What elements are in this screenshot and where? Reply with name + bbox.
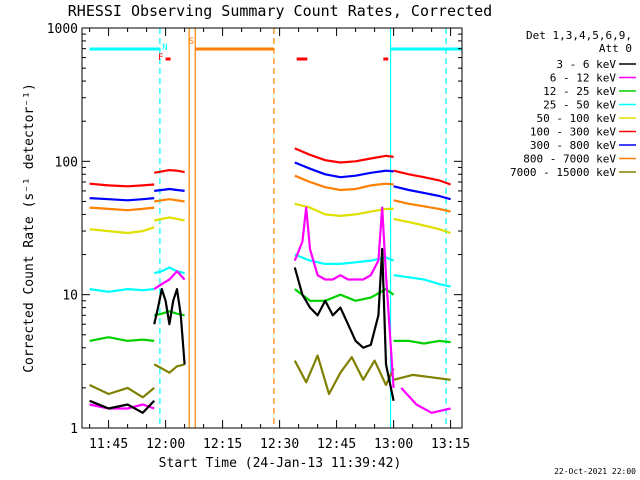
series-3-segment-3 (393, 274, 451, 288)
legend-header-line-2: Att 0 (599, 42, 632, 55)
series-1 (89, 206, 451, 414)
series-5-segment-2 (294, 147, 394, 164)
flag-letter-0: N (162, 43, 167, 53)
series-6-segment-0 (89, 197, 155, 202)
legend-label-2: 12 - 25 keV (543, 85, 616, 98)
legend-label-6: 300 - 800 keV (530, 139, 616, 152)
flag-letter-1: F (158, 53, 163, 63)
series-2-segment-3 (393, 339, 451, 345)
series-6-segment-2 (294, 161, 394, 179)
axes: 1 10 100 1000 11:45 12:00 12:15 12:30 12:45 13:00… (47, 22, 470, 452)
series-6-segment-3 (393, 185, 451, 201)
x-tick-label-3: 12:30 (260, 437, 299, 452)
legend-label-5: 100 - 300 keV (530, 126, 616, 139)
series-8-segment-2 (293, 354, 395, 396)
series-3-segment-1 (153, 266, 185, 275)
legend-header-line-1: Det 1,3,4,5,6,9, (526, 29, 632, 42)
y-tick-label-3: 1000 (47, 22, 78, 37)
series-4 (89, 202, 451, 235)
x-axis-title: Start Time (24-Jan-13 11:39:42) (159, 456, 402, 471)
plot-area: NF S (89, 28, 462, 428)
series-7-segment-2 (294, 174, 394, 192)
series-7-segment-1 (154, 198, 185, 203)
x-tick-label-2: 12:15 (203, 437, 242, 452)
y-axis-title: Corrected Count Rate (s⁻¹ detector⁻¹) (22, 83, 37, 373)
plot-frame (81, 27, 463, 429)
series-3-segment-0 (89, 288, 155, 293)
series-6 (89, 161, 451, 202)
series-1-segment-0 (89, 403, 155, 410)
legend-label-8: 7000 - 15000 keV (510, 166, 616, 179)
series-8-segment-0 (89, 384, 155, 399)
y-tick-label-1: 10 (62, 289, 78, 304)
series-0 (89, 247, 395, 414)
flag-letter-2: S (189, 37, 194, 47)
series-4-segment-1 (153, 216, 185, 222)
series-0-segment-1 (153, 288, 186, 365)
series-7-segment-0 (89, 206, 155, 212)
x-tick-label-4: 12:45 (317, 437, 356, 452)
footer-date: 22-Oct-2021 22:00 (554, 467, 636, 476)
series-1-segment-3 (400, 387, 451, 414)
series-5-segment-1 (154, 169, 185, 174)
series-5 (89, 147, 451, 188)
series-1-segment-2 (293, 206, 395, 388)
chart-title: RHESSI Observing Summary Count Rates, Co… (68, 2, 492, 20)
series-5-segment-3 (393, 169, 451, 186)
x-tick-label-0: 11:45 (89, 437, 128, 452)
x-tick-label-1: 12:00 (146, 437, 185, 452)
series-2-segment-0 (89, 336, 155, 342)
series-4-segment-2 (294, 202, 394, 217)
legend-label-0: 3 - 6 keV (556, 58, 616, 71)
series-7 (89, 174, 451, 213)
series-8 (89, 354, 451, 399)
x-tick-label-6: 13:15 (431, 437, 470, 452)
x-tick-label-5: 13:00 (374, 437, 413, 452)
y-tick-label-0: 1 (70, 422, 78, 437)
legend-label-4: 50 - 100 keV (537, 112, 617, 125)
legend-label-7: 800 - 7000 keV (523, 153, 616, 166)
series-0-segment-0 (89, 399, 155, 414)
y-tick-label-2: 100 (55, 155, 78, 170)
series-4-segment-0 (89, 226, 155, 235)
legend-label-3: 25 - 50 keV (543, 99, 616, 112)
series-8-segment-1 (153, 363, 185, 374)
series-5-segment-0 (89, 182, 155, 188)
series-2-segment-1 (153, 310, 185, 317)
series-6-segment-1 (154, 187, 185, 192)
series-7-segment-3 (393, 199, 451, 213)
series-4-segment-3 (393, 217, 451, 235)
series-0-segment-2 (293, 247, 395, 402)
series-8-segment-3 (393, 373, 451, 381)
series-1-segment-1 (153, 270, 186, 291)
legend-label-1: 6 - 12 keV (550, 72, 617, 85)
